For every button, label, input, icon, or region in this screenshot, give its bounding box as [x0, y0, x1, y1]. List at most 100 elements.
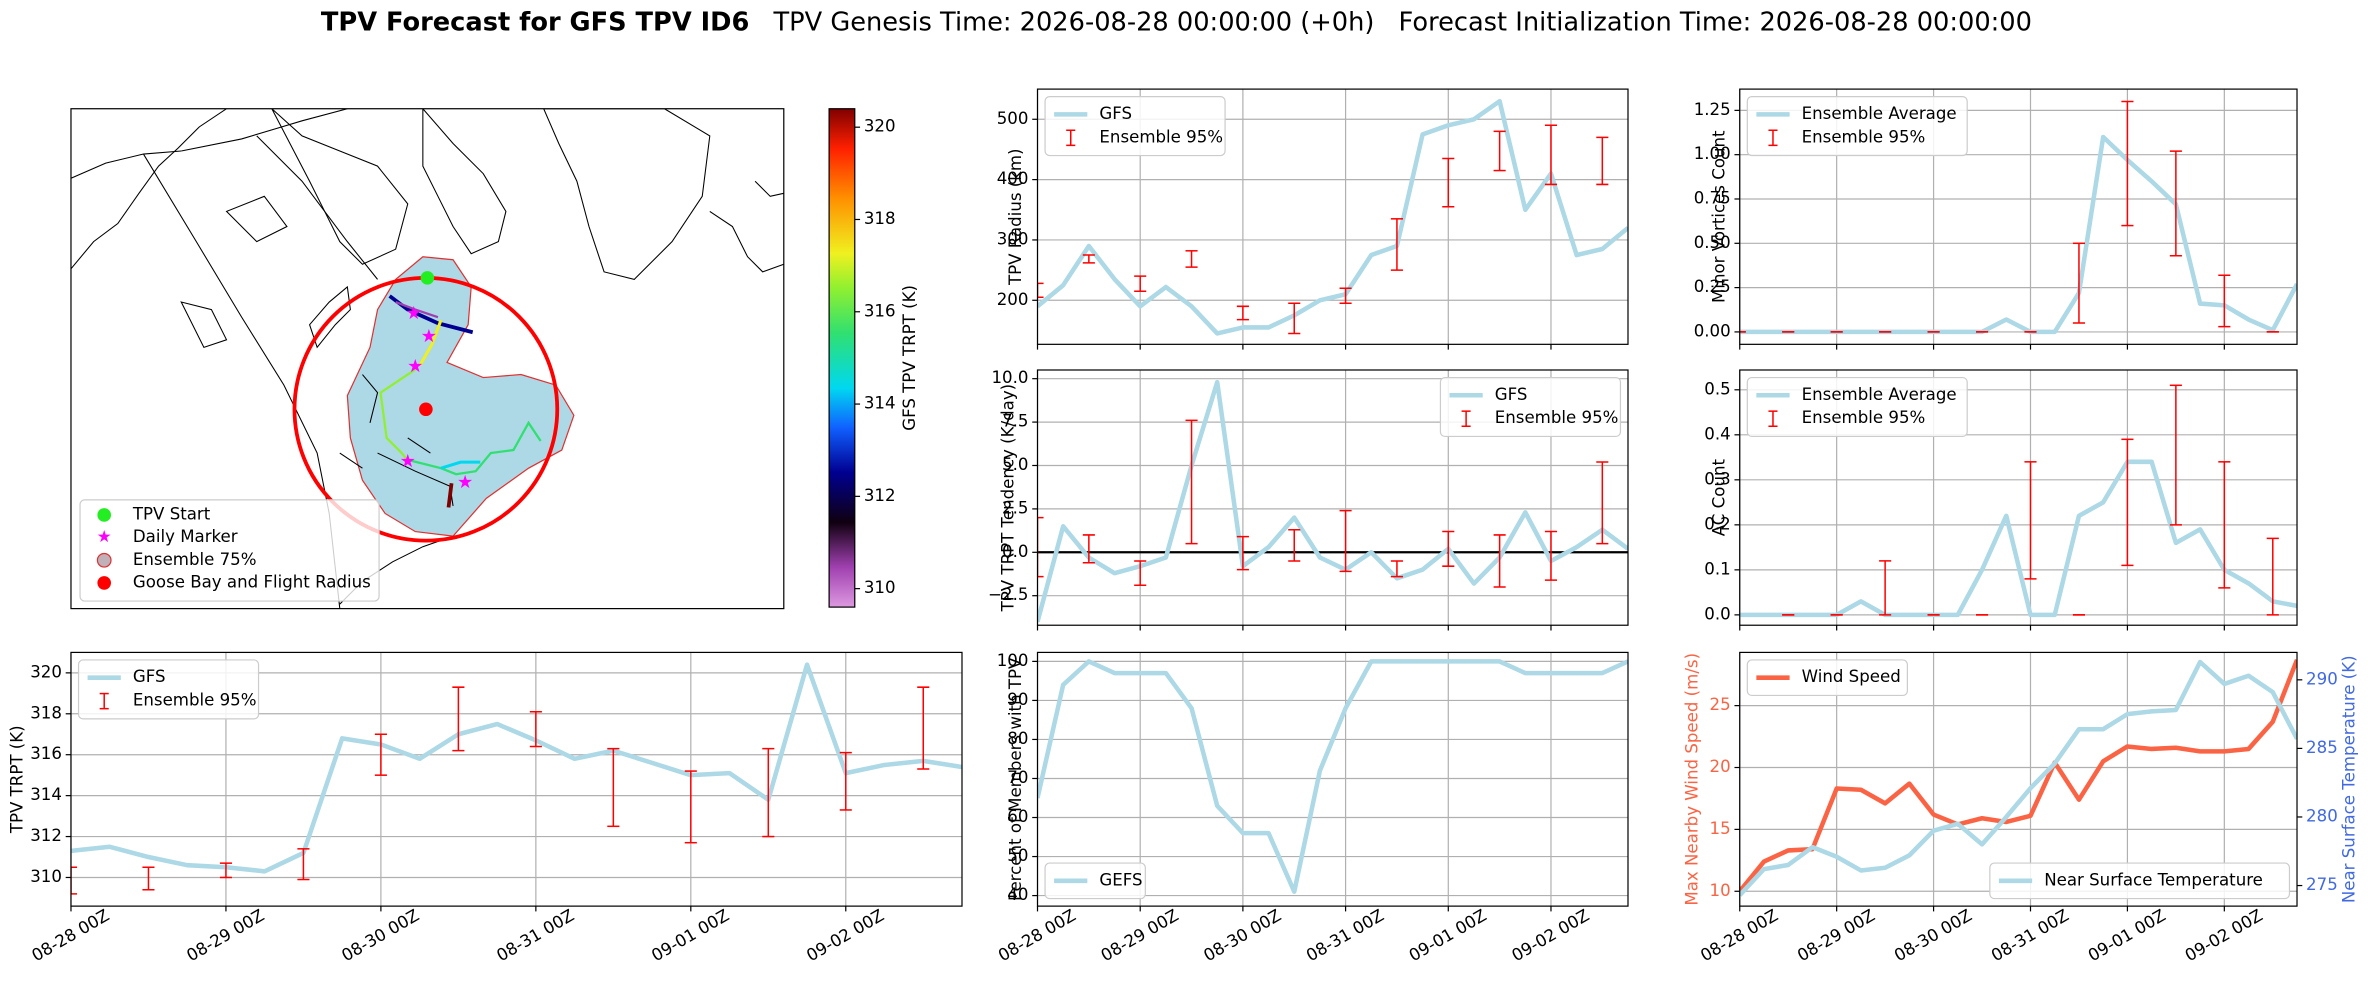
error-bar	[2024, 461, 2037, 580]
map-legend: ★ TPV Start Daily Marker Ensemble 75% Go…	[79, 499, 380, 602]
colorbar-tick-label: 312	[864, 486, 896, 505]
y-tick-label: 310	[30, 867, 62, 886]
error-bar	[374, 733, 387, 776]
error-bar	[1390, 218, 1403, 271]
error-bar	[1037, 516, 1044, 578]
legend-label: Ensemble 95%	[1099, 127, 1223, 146]
legend-label: GEFS	[1099, 870, 1142, 889]
error-bar	[1442, 157, 1455, 208]
lakes	[180, 195, 288, 348]
y-axis-label: AC Count	[1710, 458, 1729, 536]
legend-marker	[97, 576, 111, 590]
error-bar	[297, 848, 310, 881]
error-bar	[1339, 509, 1352, 573]
error-bar	[2121, 100, 2134, 227]
daily-marker: ★	[407, 356, 423, 377]
y-tick-label: 70	[1007, 768, 1028, 787]
y-tick-label: 1.25	[1694, 100, 1731, 119]
y-tick-label: 0.0	[1704, 604, 1730, 623]
x-tick-label: 08-29 00Z	[1794, 906, 1878, 965]
error-bar	[1544, 124, 1558, 186]
track	[395, 300, 439, 319]
plot-data	[1037, 98, 1628, 336]
error-bar	[529, 710, 542, 748]
legend-label: Ensemble 95%	[1802, 127, 1926, 146]
error-bar	[1596, 461, 1609, 545]
y-tick-label: 312	[30, 826, 62, 845]
plot-data	[1739, 100, 2298, 335]
track	[446, 483, 454, 508]
legend-label: Ensemble Average	[1802, 104, 1957, 123]
series-line	[1739, 659, 2298, 897]
y-tick-label: 318	[30, 703, 62, 722]
track	[410, 420, 542, 476]
y2-tick-label: 280	[2306, 806, 2338, 825]
title-main: TPV Forecast for GFS TPV ID6	[321, 7, 749, 37]
y-axis-label: TPV Radius (km)	[1006, 148, 1025, 286]
y2-tick-label: 290	[2306, 669, 2338, 688]
colorbar-tick-label: 310	[864, 578, 896, 597]
error-bar	[1493, 130, 1506, 172]
plot-frame	[1036, 651, 1629, 907]
y-tick-label: 100	[997, 651, 1029, 670]
series-line	[70, 662, 962, 874]
error-bar	[1288, 528, 1301, 562]
error-bar	[1544, 530, 1558, 581]
plot-data	[70, 662, 962, 895]
y-tick-label: 15	[1710, 819, 1731, 838]
colorbar-tick-label: 320	[864, 117, 896, 136]
legend-label: Near Surface Temperature	[2044, 870, 2263, 889]
error-bar	[1185, 419, 1198, 545]
error-bar	[1596, 136, 1609, 186]
title-genesis: TPV Genesis Time: 2026-08-28 00:00:00 (+…	[772, 7, 1374, 37]
track	[379, 367, 418, 462]
y-tick-label: 314	[30, 785, 62, 804]
error-bar	[2169, 150, 2182, 257]
legend-box	[77, 659, 260, 720]
y-tick-label: 60	[1007, 807, 1028, 826]
y-tick-label: −2.5	[988, 585, 1028, 604]
x-tick-label: 09-01 00Z	[648, 906, 732, 965]
y-tick-label: 25	[1710, 695, 1731, 714]
legend-box	[1044, 96, 1226, 157]
y-tick-label: 20	[1710, 757, 1731, 776]
daily-marker: ★	[457, 472, 473, 493]
legend: GFS Ensemble 95%	[1439, 376, 1622, 438]
track	[440, 460, 481, 470]
y-tick-label: 80	[1007, 729, 1028, 748]
daily-marker: ★	[421, 326, 437, 347]
legend-label: TPV Start	[132, 504, 211, 523]
legend-box	[1044, 862, 1146, 900]
error-bar	[2218, 461, 2231, 589]
error-bar	[1288, 302, 1301, 335]
error-bar	[2072, 242, 2085, 324]
legend-box	[1746, 96, 1968, 157]
y-tick-label: 0.5	[1704, 379, 1730, 398]
legend-label: Daily Marker	[133, 527, 238, 546]
colorbar-tick-label: 318	[864, 209, 896, 228]
error-bar	[762, 747, 775, 838]
plot-data	[1739, 659, 2298, 897]
legend-label: Ensemble 95%	[133, 691, 257, 710]
y-tick-label: 40	[1007, 885, 1028, 904]
track	[418, 319, 443, 367]
x-tick-label: 09-02 00Z	[803, 906, 887, 965]
coastline	[271, 108, 409, 265]
x-tick-label: 08-30 00Z	[1891, 906, 1975, 965]
y-tick-label: 0.00	[1694, 321, 1731, 340]
plot-frame	[1036, 369, 1629, 626]
legend: Ensemble Average Ensemble 95%	[1746, 376, 1968, 438]
x-tick-label: 09-02 00Z	[1508, 906, 1592, 965]
coastline	[70, 108, 227, 270]
y-axis-label: Minor Vortices Count	[1710, 130, 1729, 303]
coastline	[422, 108, 507, 255]
legend: Near Surface Temperature	[1989, 862, 2291, 900]
title-init: Forecast Initialization Time: 2026-08-28…	[1399, 7, 2032, 37]
error-bar	[684, 770, 697, 844]
daily-marker: ★	[406, 303, 422, 324]
error-bar	[1037, 282, 1044, 299]
plot-data	[1037, 379, 1628, 623]
series-line	[1037, 98, 1628, 336]
error-bar	[1185, 250, 1198, 268]
